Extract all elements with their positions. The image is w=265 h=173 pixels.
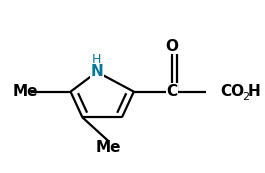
Text: CO: CO <box>220 84 245 99</box>
Text: H: H <box>248 84 260 99</box>
Text: 2: 2 <box>242 92 249 102</box>
Text: H: H <box>92 53 101 66</box>
Text: O: O <box>166 39 179 54</box>
Text: N: N <box>91 64 103 79</box>
Text: Me: Me <box>13 84 38 99</box>
Text: C: C <box>166 84 178 99</box>
Text: Me: Me <box>96 140 122 155</box>
